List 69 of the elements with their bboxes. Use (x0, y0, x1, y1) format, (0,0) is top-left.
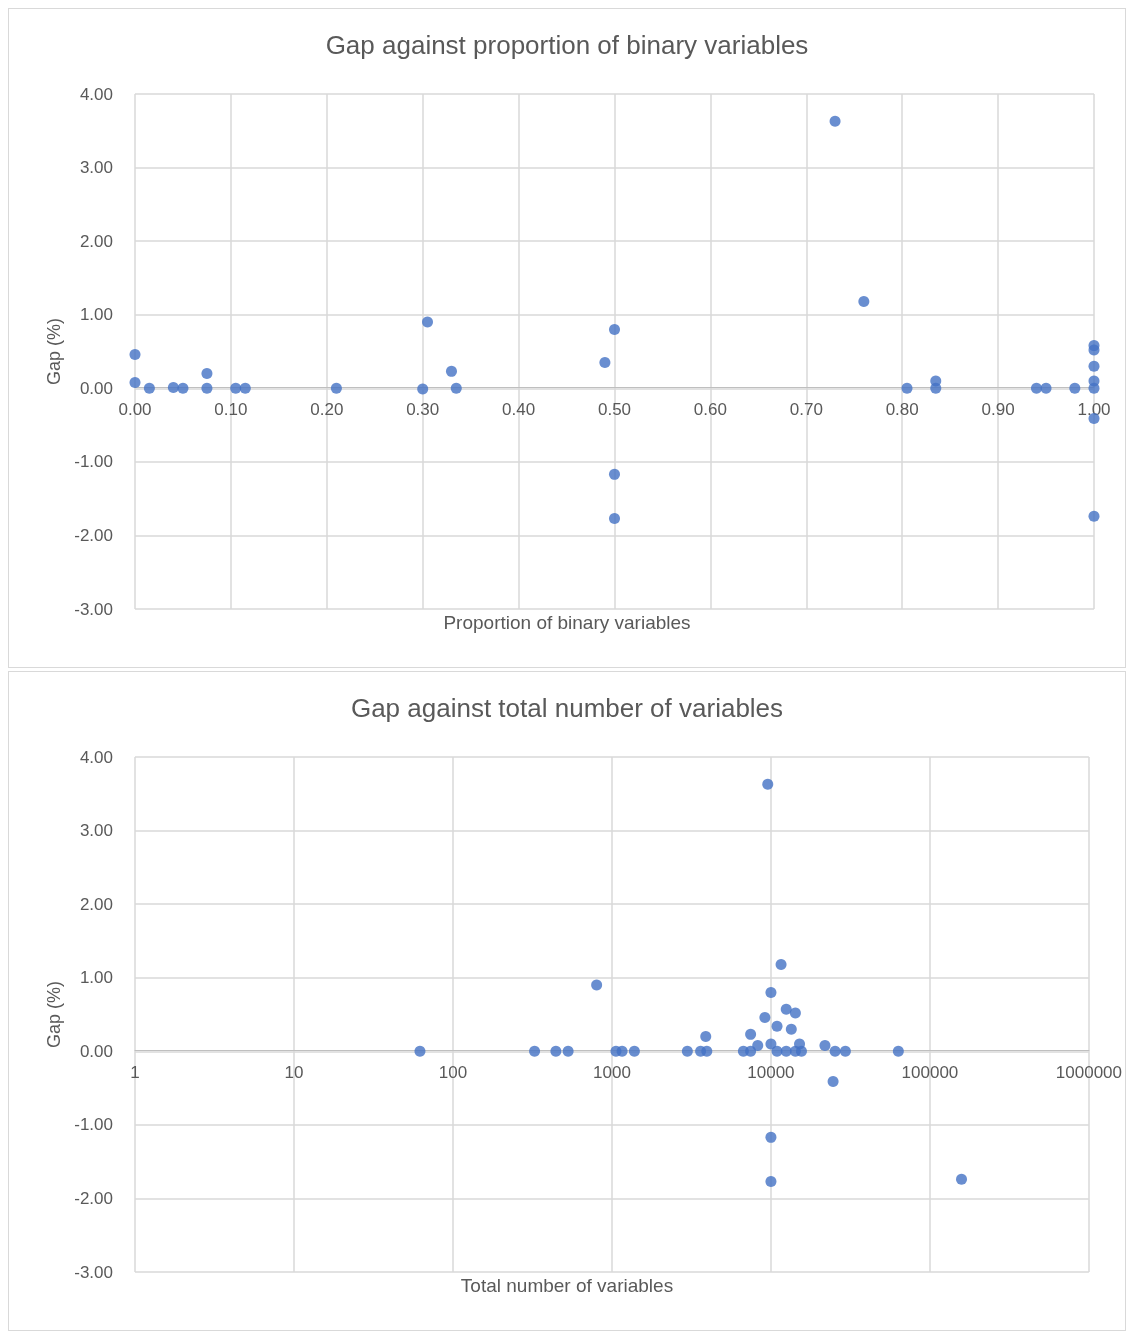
point (201, 368, 213, 380)
x-tick-label: 0.40 (502, 400, 536, 420)
point (417, 383, 429, 395)
y-tick-label: 1.00 (79, 968, 113, 988)
y-tick-label: 4.00 (79, 747, 113, 767)
chart-title: Gap against total number of variables (350, 693, 784, 723)
point (450, 382, 462, 394)
y-tick-label: 3.00 (79, 158, 113, 178)
x-tick-label: 0.10 (214, 400, 248, 420)
x-tick-label: 10000 (747, 1063, 795, 1083)
x-tick-label: 0.60 (693, 400, 727, 420)
y-tick-label: 0.00 (79, 1041, 113, 1061)
x-tick-label: 0.80 (885, 400, 919, 420)
y-tick-label: 2.00 (79, 894, 113, 914)
x-tick-label: 0.90 (981, 400, 1015, 420)
point (609, 323, 620, 335)
x-tick-label: 0.20 (310, 400, 344, 420)
y-tick-label: -1.00 (74, 1115, 113, 1135)
x-tick-label: 100000 (901, 1063, 959, 1083)
point (609, 468, 620, 480)
x-tick-label: 0.00 (118, 400, 152, 420)
point (609, 513, 620, 524)
point (1088, 510, 1100, 522)
point (829, 115, 841, 127)
x-tick-label: 1000000 (1055, 1063, 1122, 1083)
point (177, 382, 189, 394)
point (858, 295, 870, 307)
y-tick-label: -1.00 (74, 452, 113, 472)
y-tick-label: 3.00 (79, 821, 113, 841)
y-axis-title: Gap (%) (44, 317, 65, 386)
point (445, 365, 457, 377)
y-axis-title: Gap (%) (44, 980, 65, 1049)
point (930, 382, 942, 394)
y-tick-label: 0.00 (79, 378, 113, 398)
point (1088, 382, 1100, 394)
point (239, 382, 251, 394)
point (330, 382, 342, 394)
x-axis-title: Proportion of binary variables (443, 612, 691, 633)
y-tick-label: 4.00 (79, 84, 113, 104)
point (599, 357, 611, 369)
x-tick-label: 1.00 (1077, 400, 1111, 420)
point (129, 376, 141, 388)
point (1088, 360, 1100, 372)
point (143, 382, 155, 394)
y-tick-label: -2.00 (74, 525, 113, 545)
x-tick-label: 100 (438, 1063, 468, 1083)
x-tick-label: 1000 (593, 1063, 631, 1083)
point (129, 348, 141, 360)
point (167, 382, 179, 394)
y-tick-label: -3.00 (74, 1262, 113, 1282)
x-tick-label: 0.30 (406, 400, 440, 420)
y-tick-label: 2.00 (79, 231, 113, 251)
point (1088, 344, 1100, 356)
x-tick-label: 1 (130, 1063, 140, 1083)
point (230, 382, 242, 394)
point (1069, 382, 1081, 394)
point (1040, 382, 1052, 394)
y-tick-label: 1.00 (79, 305, 113, 325)
point (901, 382, 913, 394)
chart-title: Gap against proportion of binary variables (325, 30, 809, 60)
x-tick-label: 10 (284, 1063, 304, 1083)
point (422, 316, 433, 328)
x-tick-label: 0.50 (597, 400, 632, 420)
y-tick-label: -3.00 (74, 599, 113, 619)
y-tick-label: -2.00 (74, 1188, 113, 1208)
point (201, 382, 213, 394)
point (1030, 382, 1042, 394)
x-tick-label: 0.70 (789, 400, 823, 420)
x-axis-title: Total number of variables (460, 1275, 674, 1296)
